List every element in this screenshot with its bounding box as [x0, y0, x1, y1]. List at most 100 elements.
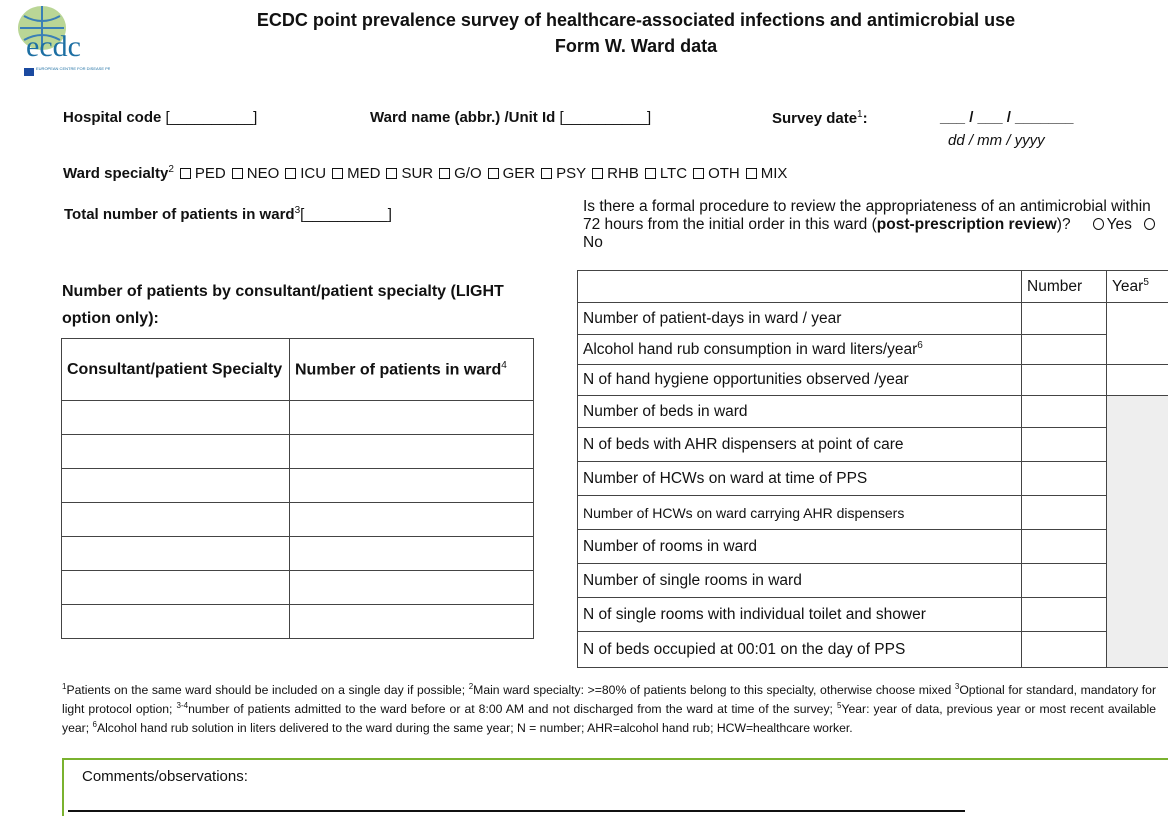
- table-row: N of beds with AHR dispensers at point o…: [577, 427, 1168, 462]
- footnote-mark: 6: [92, 720, 97, 730]
- total-patients: Total number of patients in ward3[______…: [64, 205, 392, 223]
- text: Number of patients in ward: [295, 361, 502, 379]
- survey-date: Survey date1:: [772, 109, 868, 127]
- text: Is there a formal procedure to review th…: [583, 198, 1151, 233]
- comments-line: [68, 810, 965, 812]
- label: Hospital code: [63, 109, 162, 126]
- row-label: N of beds with AHR dispensers at point o…: [577, 427, 1022, 462]
- text: )?: [1056, 216, 1071, 233]
- text: Number of beds in ward: [583, 402, 748, 420]
- note: 1: [857, 109, 863, 120]
- checkbox: [231, 168, 243, 179]
- footnote-text: Optional for standard, mandatory for lig…: [62, 683, 1157, 717]
- table-row: N of single rooms with individual toilet…: [577, 597, 1168, 632]
- footnote-text: number of patients admitted to the ward …: [188, 702, 833, 717]
- title: ECDC point prevalence survey of healthca…: [256, 10, 1016, 30]
- checkbox: [644, 168, 656, 179]
- option: No: [583, 234, 603, 251]
- number-cell: [1021, 364, 1107, 396]
- footnote-text: Alcohol hand rub solution in liters deli…: [96, 721, 853, 736]
- row-label: Number of HCWs on ward at time of PPS: [577, 461, 1022, 496]
- option: RHB: [607, 165, 639, 182]
- label: Ward name (abbr.) /Unit Id: [370, 109, 556, 126]
- text: Number of patient-days in ward / year: [583, 309, 842, 327]
- radio: [1092, 218, 1104, 230]
- blank-row: [61, 400, 534, 435]
- row-label: Number of single rooms in ward: [577, 563, 1022, 598]
- checkbox: [745, 168, 757, 179]
- text: Number of HCWs on ward carrying AHR disp…: [583, 504, 905, 521]
- option: MIX: [760, 165, 788, 182]
- blank-row: [61, 468, 534, 503]
- text: N of beds with AHR dispensers at point o…: [583, 435, 904, 453]
- footnote-mark: 5: [837, 701, 842, 711]
- checkbox: [592, 168, 604, 179]
- option: OTH: [708, 165, 740, 182]
- checkbox: [285, 168, 297, 179]
- blank-row: [61, 434, 534, 469]
- text: N of beds occupied at 00:01 on the day o…: [583, 640, 906, 658]
- number-cell: [1021, 563, 1107, 598]
- number-cell: [1021, 461, 1107, 496]
- column-header: Number of patients in ward4: [289, 338, 534, 401]
- text: Number of HCWs on ward at time of PPS: [583, 469, 868, 487]
- year-cell: [1106, 395, 1168, 668]
- text: N of single rooms with individual toilet…: [583, 605, 926, 623]
- checkbox: [386, 168, 398, 179]
- note: 4: [501, 359, 507, 371]
- text: Year: [1112, 278, 1144, 296]
- colon: :: [862, 110, 868, 127]
- logo: ecdc EUROPEAN CENTRE FOR DISEASE PREVENT…: [18, 6, 110, 76]
- number-cell: [1021, 495, 1107, 530]
- footnote-text: Year: year of data, previous year or mos…: [62, 702, 1156, 736]
- consultant-heading: Number of patients by consultant/patient…: [62, 283, 504, 327]
- row-label: N of beds occupied at 00:01 on the day o…: [577, 631, 1022, 668]
- footnote-mark: 3-4: [176, 701, 189, 711]
- table-row: Number of rooms in ward: [577, 529, 1168, 564]
- blank-row: [61, 502, 534, 537]
- table-row: Alcohol hand rub consumption in ward lit…: [577, 334, 1168, 365]
- logo-text: ecdc: [26, 30, 81, 63]
- footnotes: 1Patients on the same ward should be inc…: [62, 679, 1156, 736]
- table-row: Number of beds in ward: [577, 395, 1168, 668]
- ward-specialty: Ward specialty2 PED NEO ICU MED SUR G/O GER PSY R…: [63, 164, 787, 182]
- row-label: Alcohol hand rub consumption in ward lit…: [577, 334, 1022, 365]
- table-row: N of beds occupied at 00:01 on the day o…: [577, 631, 1168, 668]
- ward-table: Number Year5 Number of patient-days in wa…: [577, 270, 1168, 668]
- year-cell: [1106, 364, 1168, 396]
- hospital-code: Hospital code [__________]: [63, 109, 257, 126]
- subtitle: Form W. Ward data: [554, 36, 718, 56]
- text: Number of rooms in ward: [583, 537, 758, 555]
- checkbox: [541, 168, 553, 179]
- option: GER: [502, 165, 536, 182]
- date-blank: ___ / ___ / _______: [940, 109, 1074, 126]
- option: LTC: [659, 165, 688, 182]
- option: PSY: [556, 165, 587, 182]
- number-cell: [1021, 302, 1107, 335]
- table-row: N of hand hygiene opportunities observed…: [577, 364, 1168, 396]
- number-cell: [1021, 334, 1107, 365]
- text: N of hand hygiene opportunities observed…: [583, 371, 909, 388]
- blank: [__________]: [559, 109, 652, 126]
- ward-name: Ward name (abbr.) /Unit Id [__________]: [370, 109, 651, 126]
- blank-row: [61, 536, 534, 571]
- blank: [__________]: [300, 206, 392, 223]
- number-cell: [1021, 529, 1107, 564]
- footnote-text: Patients on the same ward should be incl…: [66, 683, 466, 698]
- option: SUR: [401, 165, 434, 182]
- text: Number of single rooms in ward: [583, 571, 802, 589]
- row-label: N of single rooms with individual toilet…: [577, 597, 1022, 632]
- option: PED: [194, 165, 226, 182]
- option: Yes: [1106, 216, 1132, 233]
- blank-row: [61, 570, 534, 605]
- comments-label: Comments/observations:: [82, 768, 248, 785]
- number-cell: [1021, 395, 1107, 428]
- text-bold: post-prescription review: [876, 216, 1057, 233]
- logo-caption: EUROPEAN CENTRE FOR DISEASE PREVENTION A…: [36, 66, 110, 71]
- footnote-mark: 2: [468, 682, 474, 691]
- note: 3: [294, 205, 301, 216]
- comments-box: [62, 758, 1168, 816]
- row-label: Number of beds in ward: [577, 395, 1022, 428]
- review-question: Is there a formal procedure to review th…: [583, 198, 1168, 252]
